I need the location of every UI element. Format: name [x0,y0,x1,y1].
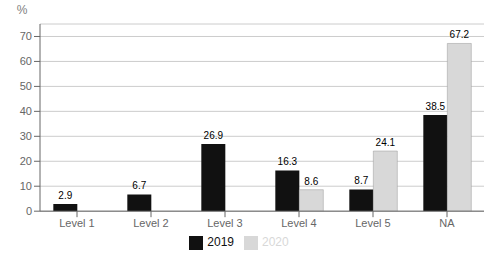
svg-text:Level 1: Level 1 [59,217,94,229]
svg-text:%: % [17,3,28,17]
svg-text:70: 70 [20,30,32,42]
svg-text:NA: NA [439,217,455,229]
svg-text:60: 60 [20,55,32,67]
svg-text:16.3: 16.3 [278,156,298,167]
svg-text:8.6: 8.6 [304,176,318,187]
html-text:2019: 2019 [207,235,234,250]
svg-text:0: 0 [26,205,32,217]
svg-text:Level 4: Level 4 [281,217,316,229]
svg-text:Level 2: Level 2 [133,217,168,229]
svg-text:26.9: 26.9 [204,130,224,141]
svg-text:10: 10 [20,180,32,192]
svg-text:6.7: 6.7 [132,180,146,191]
svg-text:20: 20 [20,155,32,167]
svg-text:40: 40 [20,105,32,117]
svg-text:8.7: 8.7 [354,175,368,186]
svg-text:Level 3: Level 3 [207,217,242,229]
svg-text:38.5: 38.5 [426,101,446,112]
svg-text:67.2: 67.2 [450,29,470,40]
svg-text:Level 5: Level 5 [355,217,390,229]
svg-text:2.9: 2.9 [58,190,72,201]
svg-text:30: 30 [20,130,32,142]
svg-text:24.1: 24.1 [376,137,396,148]
html-text:2020: 2020 [262,235,289,250]
svg-text:50: 50 [20,80,32,92]
